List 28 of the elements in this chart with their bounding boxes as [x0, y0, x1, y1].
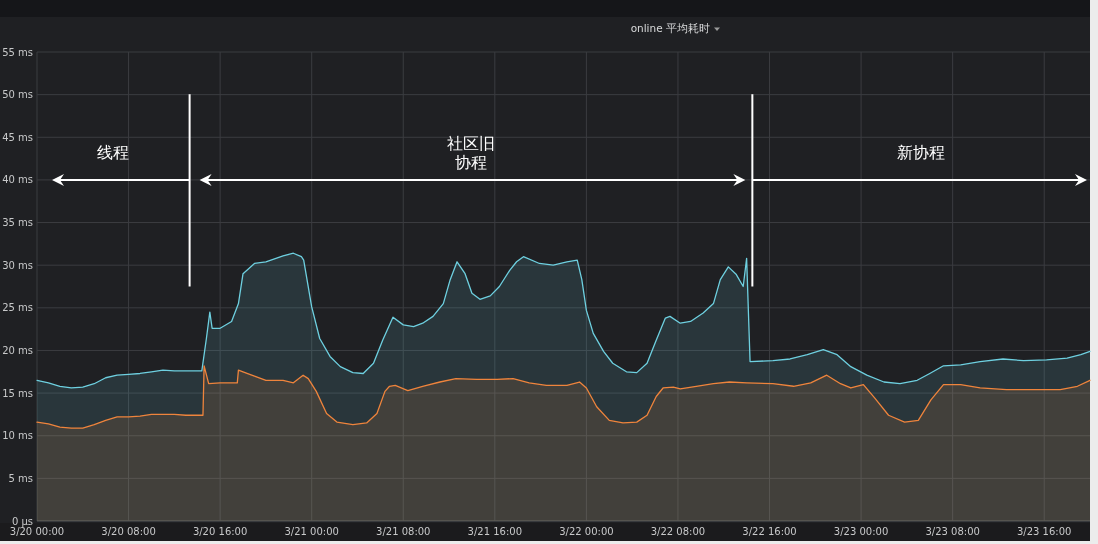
- x-tick-label: 3/21 16:00: [467, 526, 523, 537]
- x-tick-label: 3/23 08:00: [925, 526, 980, 537]
- x-tick-label: 3/20 08:00: [101, 526, 156, 537]
- y-tick-label: 35 ms: [2, 217, 33, 229]
- chart-title: online 平均耗时: [630, 22, 710, 34]
- x-tick-label: 3/21 00:00: [284, 526, 339, 537]
- y-tick-label: 0 μs: [11, 515, 33, 527]
- x-tick-label: 3/23 16:00: [1016, 526, 1072, 537]
- x-tick-label: 3/20 16:00: [192, 526, 248, 537]
- y-tick-label: 50 ms: [2, 89, 33, 101]
- y-tick-label: 15 ms: [2, 387, 33, 399]
- annotation: 线程: [97, 143, 130, 163]
- x-tick-label: 3/21 08:00: [376, 526, 431, 537]
- x-tick-label: 3/22 16:00: [742, 526, 797, 537]
- x-tick-label: 3/22 00:00: [559, 526, 614, 537]
- y-tick-label: 40 ms: [2, 174, 33, 186]
- y-tick-label: 45 ms: [2, 131, 33, 143]
- y-tick-label: 55 ms: [2, 46, 33, 58]
- y-tick-label: 5 ms: [8, 472, 33, 484]
- y-tick-label: 25 ms: [2, 302, 33, 314]
- x-tick-label: 3/20 00:00: [9, 526, 65, 537]
- y-tick-label: 10 ms: [2, 430, 33, 442]
- annotation: 社区旧协程: [446, 133, 495, 173]
- annotation: 新协程: [897, 143, 946, 163]
- x-tick-label: 3/22 08:00: [650, 526, 706, 537]
- y-tick-label: 30 ms: [2, 259, 33, 271]
- x-tick-label: 3/23 00:00: [833, 526, 889, 537]
- y-tick-label: 20 ms: [2, 344, 33, 356]
